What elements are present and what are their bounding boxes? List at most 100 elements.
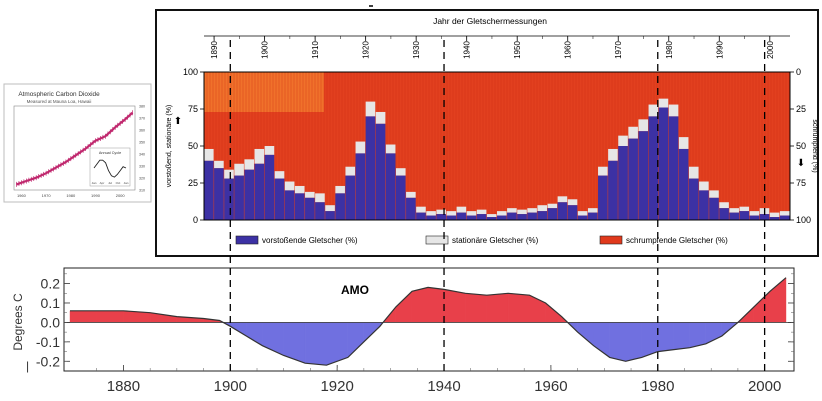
glacier-bar-advancing	[709, 197, 719, 220]
glacier-legend: vorstoßende Gletscher (%) stationäre Gle…	[235, 235, 728, 245]
glacier-bars	[204, 98, 790, 220]
glacier-bar-stationary	[294, 185, 305, 194]
glacier-bar-stationary	[395, 168, 406, 176]
glacier-bar-advancing	[527, 212, 537, 220]
glacier-bar-stationary	[244, 159, 255, 170]
co2-x-tick: 2000	[116, 193, 126, 198]
co2-x-tick: 1970	[42, 193, 52, 198]
glacier-bar-stationary	[466, 211, 477, 216]
glacier-bar-stationary	[618, 135, 628, 146]
glacier-bar-stationary	[486, 214, 497, 218]
glacier-bar-stationary	[406, 191, 416, 198]
glacier-bar-stationary	[436, 209, 446, 215]
amo-fill-segment	[625, 322, 642, 362]
glacier-bar-advancing	[244, 169, 255, 220]
glacier-bar-stationary	[779, 211, 790, 216]
glacier-bar-stationary	[254, 148, 265, 164]
glacier-bar-stationary	[577, 211, 588, 216]
amo-title: AMO	[341, 283, 369, 297]
glacier-bar-stationary	[517, 209, 527, 215]
glacier-bar-advancing	[688, 178, 699, 220]
glacier-bar-advancing	[739, 211, 750, 220]
glacier-bar-advancing	[264, 154, 275, 220]
amo-y-tick-label: -0.1	[36, 334, 60, 350]
amo-ylabel: Degrees C	[11, 293, 25, 351]
glacier-bar-stationary	[224, 169, 234, 179]
glacier-bar-advancing	[557, 202, 568, 220]
glacier-bar-advancing	[598, 175, 608, 220]
glacier-top-tick-label: 1930	[412, 41, 421, 59]
co2-plot-area	[13, 105, 136, 191]
amo-fill-segment	[304, 322, 327, 366]
legend-swatch-stationary	[425, 235, 449, 245]
glacier-right-tick-label: 0	[796, 67, 801, 77]
amo-x-tick-label: 1880	[107, 378, 140, 395]
annual-cycle-tick: Jan	[92, 181, 97, 185]
glacier-bar-stationary	[305, 191, 315, 198]
co2-x-tick: 1960	[17, 193, 27, 198]
glacier-bar-stationary	[385, 144, 396, 154]
glacier-bar-stationary	[345, 166, 356, 176]
glacier-bar-stationary	[658, 98, 669, 108]
glacier-bar-advancing	[345, 175, 356, 220]
annual-cycle-label: Annual Cycle	[99, 151, 121, 155]
glacier-bar-advancing	[214, 168, 224, 220]
glacier-bar-stationary	[557, 196, 568, 203]
glacier-bar-advancing	[587, 212, 598, 220]
amo-fill-segment	[486, 293, 509, 323]
co2-series	[16, 110, 134, 187]
glacier-bar-advancing	[406, 197, 416, 220]
glacier-right-label: schrumpfend (%)	[811, 119, 818, 172]
glacier-bar-stationary	[355, 141, 366, 154]
glacier-bar-stationary	[507, 208, 517, 213]
glacier-top-tick-label: 1910	[311, 41, 320, 59]
glacier-bar-advancing	[224, 178, 234, 220]
amo-x-tick-label: 1960	[534, 378, 567, 395]
glacier-bar-advancing	[699, 190, 709, 220]
glacier-bar-stationary	[426, 211, 436, 216]
glacier-bar-advancing	[638, 131, 649, 220]
co2-y-tick: 380	[139, 105, 145, 109]
glacier-bar-stationary	[365, 101, 376, 117]
glacier-left-tick-label: 75	[188, 104, 198, 114]
annual-cycle-tick: Oct	[116, 181, 121, 185]
glacier-bar-advancing	[517, 214, 527, 220]
glacier-bar-advancing	[466, 215, 477, 220]
glacier-bar-advancing	[416, 212, 426, 220]
glacier-top-tick-label: 1990	[715, 41, 724, 59]
glacier-bar-stationary	[284, 181, 295, 191]
glacier-bar-advancing	[395, 175, 406, 220]
amo-x-tick-label: 1900	[214, 378, 247, 395]
legend-swatch-retreating	[599, 235, 623, 245]
glacier-bar-stationary	[456, 206, 467, 213]
glacier-bar-advancing	[315, 202, 325, 220]
glacier-bar-advancing	[476, 214, 487, 220]
glacier-bar-advancing	[749, 215, 760, 220]
annual-cycle-line	[93, 159, 127, 178]
glacier-left-tick-label: 25	[188, 178, 198, 188]
glacier-bar-advancing	[456, 212, 467, 220]
glacier-bar-stationary	[668, 104, 679, 117]
glacier-bar-stationary	[537, 205, 548, 212]
glacier-bar-stationary	[587, 208, 598, 213]
legend-swatch-advancing	[235, 235, 259, 245]
glacier-bar-advancing	[325, 211, 335, 220]
glacier-top-tick-label: 1890	[210, 41, 219, 59]
glacier-bar-stationary	[315, 193, 325, 203]
glacier-right-tick-label: 100	[796, 215, 811, 225]
up-arrow-icon: ⬆	[174, 116, 182, 127]
glacier-bar-stationary	[547, 203, 558, 209]
amo-y-tick-label: 0.2	[41, 276, 61, 292]
glacier-bar-stationary	[678, 137, 689, 149]
glacier-bar-advancing	[537, 211, 548, 220]
co2-y-tick: 330	[139, 165, 145, 169]
glacier-bar-advancing	[577, 215, 588, 220]
co2-y-tick: 370	[139, 117, 145, 121]
glacier-bar-stationary	[648, 104, 659, 117]
co2-x-tick: 1980	[66, 193, 76, 198]
amo-y-ticks: 0.2 0.1 0.0 -0.1 -0.2	[36, 273, 794, 369]
glacier-top-tick-label: 1950	[513, 41, 522, 59]
year-marker-lines	[229, 40, 766, 372]
glacier-bar-stationary	[264, 146, 275, 155]
